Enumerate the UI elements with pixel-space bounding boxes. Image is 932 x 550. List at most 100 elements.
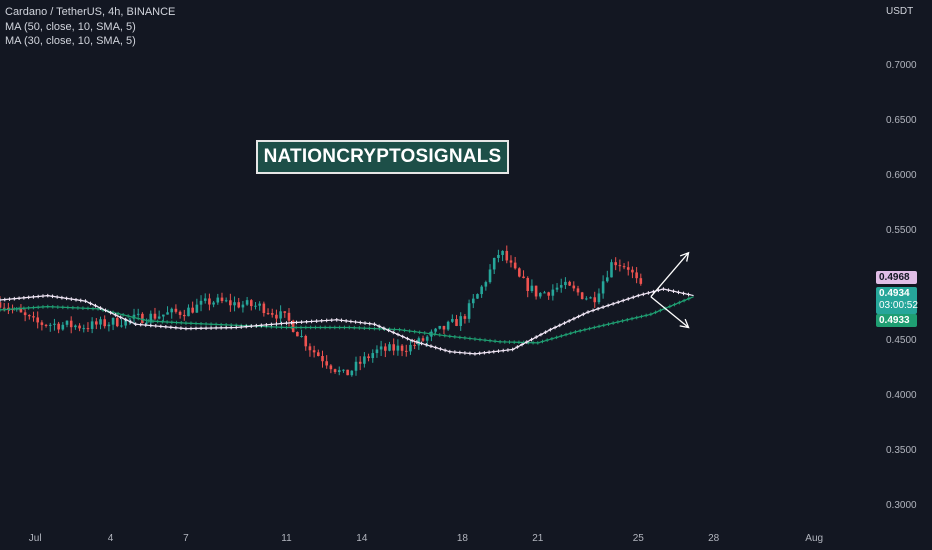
ma50-marker <box>372 322 377 326</box>
candle-body <box>107 324 111 327</box>
ma50-marker <box>510 347 515 352</box>
currency-label: USDT <box>886 6 914 17</box>
ma50-marker <box>646 291 651 295</box>
ma30-marker <box>155 319 160 324</box>
legend-title[interactable]: Cardano / TetherUS, 4h, BINANCE <box>5 6 176 18</box>
candle-body <box>434 328 437 332</box>
ma30-marker <box>502 340 507 344</box>
ma30-marker <box>583 327 587 332</box>
ma50-marker <box>496 349 501 353</box>
candle-body <box>513 262 517 269</box>
ma30-marker <box>630 316 634 321</box>
ma30-marker <box>289 325 294 330</box>
ma50-marker <box>118 315 123 320</box>
ma30-marker <box>342 325 347 330</box>
ma30-marker <box>337 325 342 330</box>
ma30-marker <box>517 340 521 345</box>
x-tick-label: 4 <box>107 533 114 544</box>
ma50-marker <box>358 320 363 325</box>
ma50-marker <box>113 313 118 317</box>
candle-body <box>442 325 446 330</box>
ma50-marker <box>429 344 433 348</box>
ma50-marker <box>324 318 329 323</box>
candle-body <box>480 286 483 295</box>
candle-body <box>145 322 148 324</box>
ma50-marker <box>515 345 520 349</box>
ma30-marker <box>453 335 457 339</box>
ma50-marker <box>349 319 353 324</box>
ma50-marker <box>319 318 324 323</box>
ma30-marker <box>318 325 323 330</box>
candle-body <box>568 281 571 286</box>
ma30-marker <box>578 328 582 333</box>
ma50-marker <box>596 307 600 311</box>
price-badge: 0.4934 03:00:52 <box>876 287 918 314</box>
ma50-marker <box>69 297 74 301</box>
candle-body <box>170 308 174 313</box>
ma30-marker <box>601 323 606 328</box>
candle-body <box>526 278 530 292</box>
candle-body <box>363 356 366 364</box>
candle-body <box>187 307 190 317</box>
ma30-marker <box>299 325 303 330</box>
countdown-timer: 03:00:52 <box>879 300 918 311</box>
ma30-marker <box>402 328 407 333</box>
candle-body <box>275 314 278 319</box>
candle-body <box>157 316 161 319</box>
ma50-marker <box>309 319 314 324</box>
ma50-marker <box>329 318 334 322</box>
candle-body <box>229 300 232 306</box>
ma30-marker <box>458 335 462 340</box>
candle-body <box>270 313 274 315</box>
ma50-marker <box>169 325 173 330</box>
ma50-marker <box>557 323 562 328</box>
ma50-marker <box>529 337 534 342</box>
ma30-marker <box>407 329 412 333</box>
ma30-marker <box>209 322 213 326</box>
candle-body <box>44 324 48 326</box>
x-tick-label: 28 <box>708 533 720 544</box>
candle-body <box>564 281 567 286</box>
candle-body <box>534 285 538 297</box>
ma50-marker <box>274 322 279 326</box>
candle-body <box>446 321 450 330</box>
candle-body <box>392 344 395 351</box>
candle-body <box>141 313 144 324</box>
ma30-marker <box>554 335 559 340</box>
candle-body <box>325 361 328 366</box>
ma50-marker <box>377 324 381 329</box>
candle-body <box>417 338 421 346</box>
candle-body <box>48 324 52 326</box>
candle-body <box>484 282 488 287</box>
candle-body <box>212 302 215 305</box>
ma50-marker <box>501 348 506 353</box>
ma50-marker <box>636 293 641 298</box>
ma50-marker <box>244 324 249 329</box>
ma50-marker <box>194 326 198 331</box>
ma30-marker <box>26 306 31 310</box>
candle-body <box>291 320 295 332</box>
ma50-marker <box>543 330 548 334</box>
candle-body <box>262 303 266 314</box>
ma30-marker <box>634 315 639 320</box>
legend-ma30[interactable]: MA (30, close, 10, SMA, 5) <box>5 35 136 47</box>
candle-body <box>57 323 60 330</box>
x-tick-label: 18 <box>456 533 468 544</box>
ma50-marker <box>396 332 400 337</box>
ma30-marker <box>357 326 362 330</box>
candle-body <box>195 304 199 313</box>
candle-body <box>53 323 56 325</box>
candle-body <box>329 365 333 370</box>
ma30-marker <box>160 319 165 324</box>
ma30-marker <box>611 321 615 325</box>
candle-body <box>208 298 211 305</box>
y-tick-label: 0.3500 <box>886 444 917 456</box>
ma50-marker <box>386 328 391 333</box>
candle-body <box>601 281 605 294</box>
ma30-marker <box>81 306 85 310</box>
candle-body <box>245 300 249 305</box>
ma30-marker <box>397 327 402 332</box>
legend-ma50[interactable]: MA (50, close, 10, SMA, 5) <box>5 20 136 33</box>
ma50-marker <box>17 296 21 301</box>
candle-body <box>409 344 412 352</box>
